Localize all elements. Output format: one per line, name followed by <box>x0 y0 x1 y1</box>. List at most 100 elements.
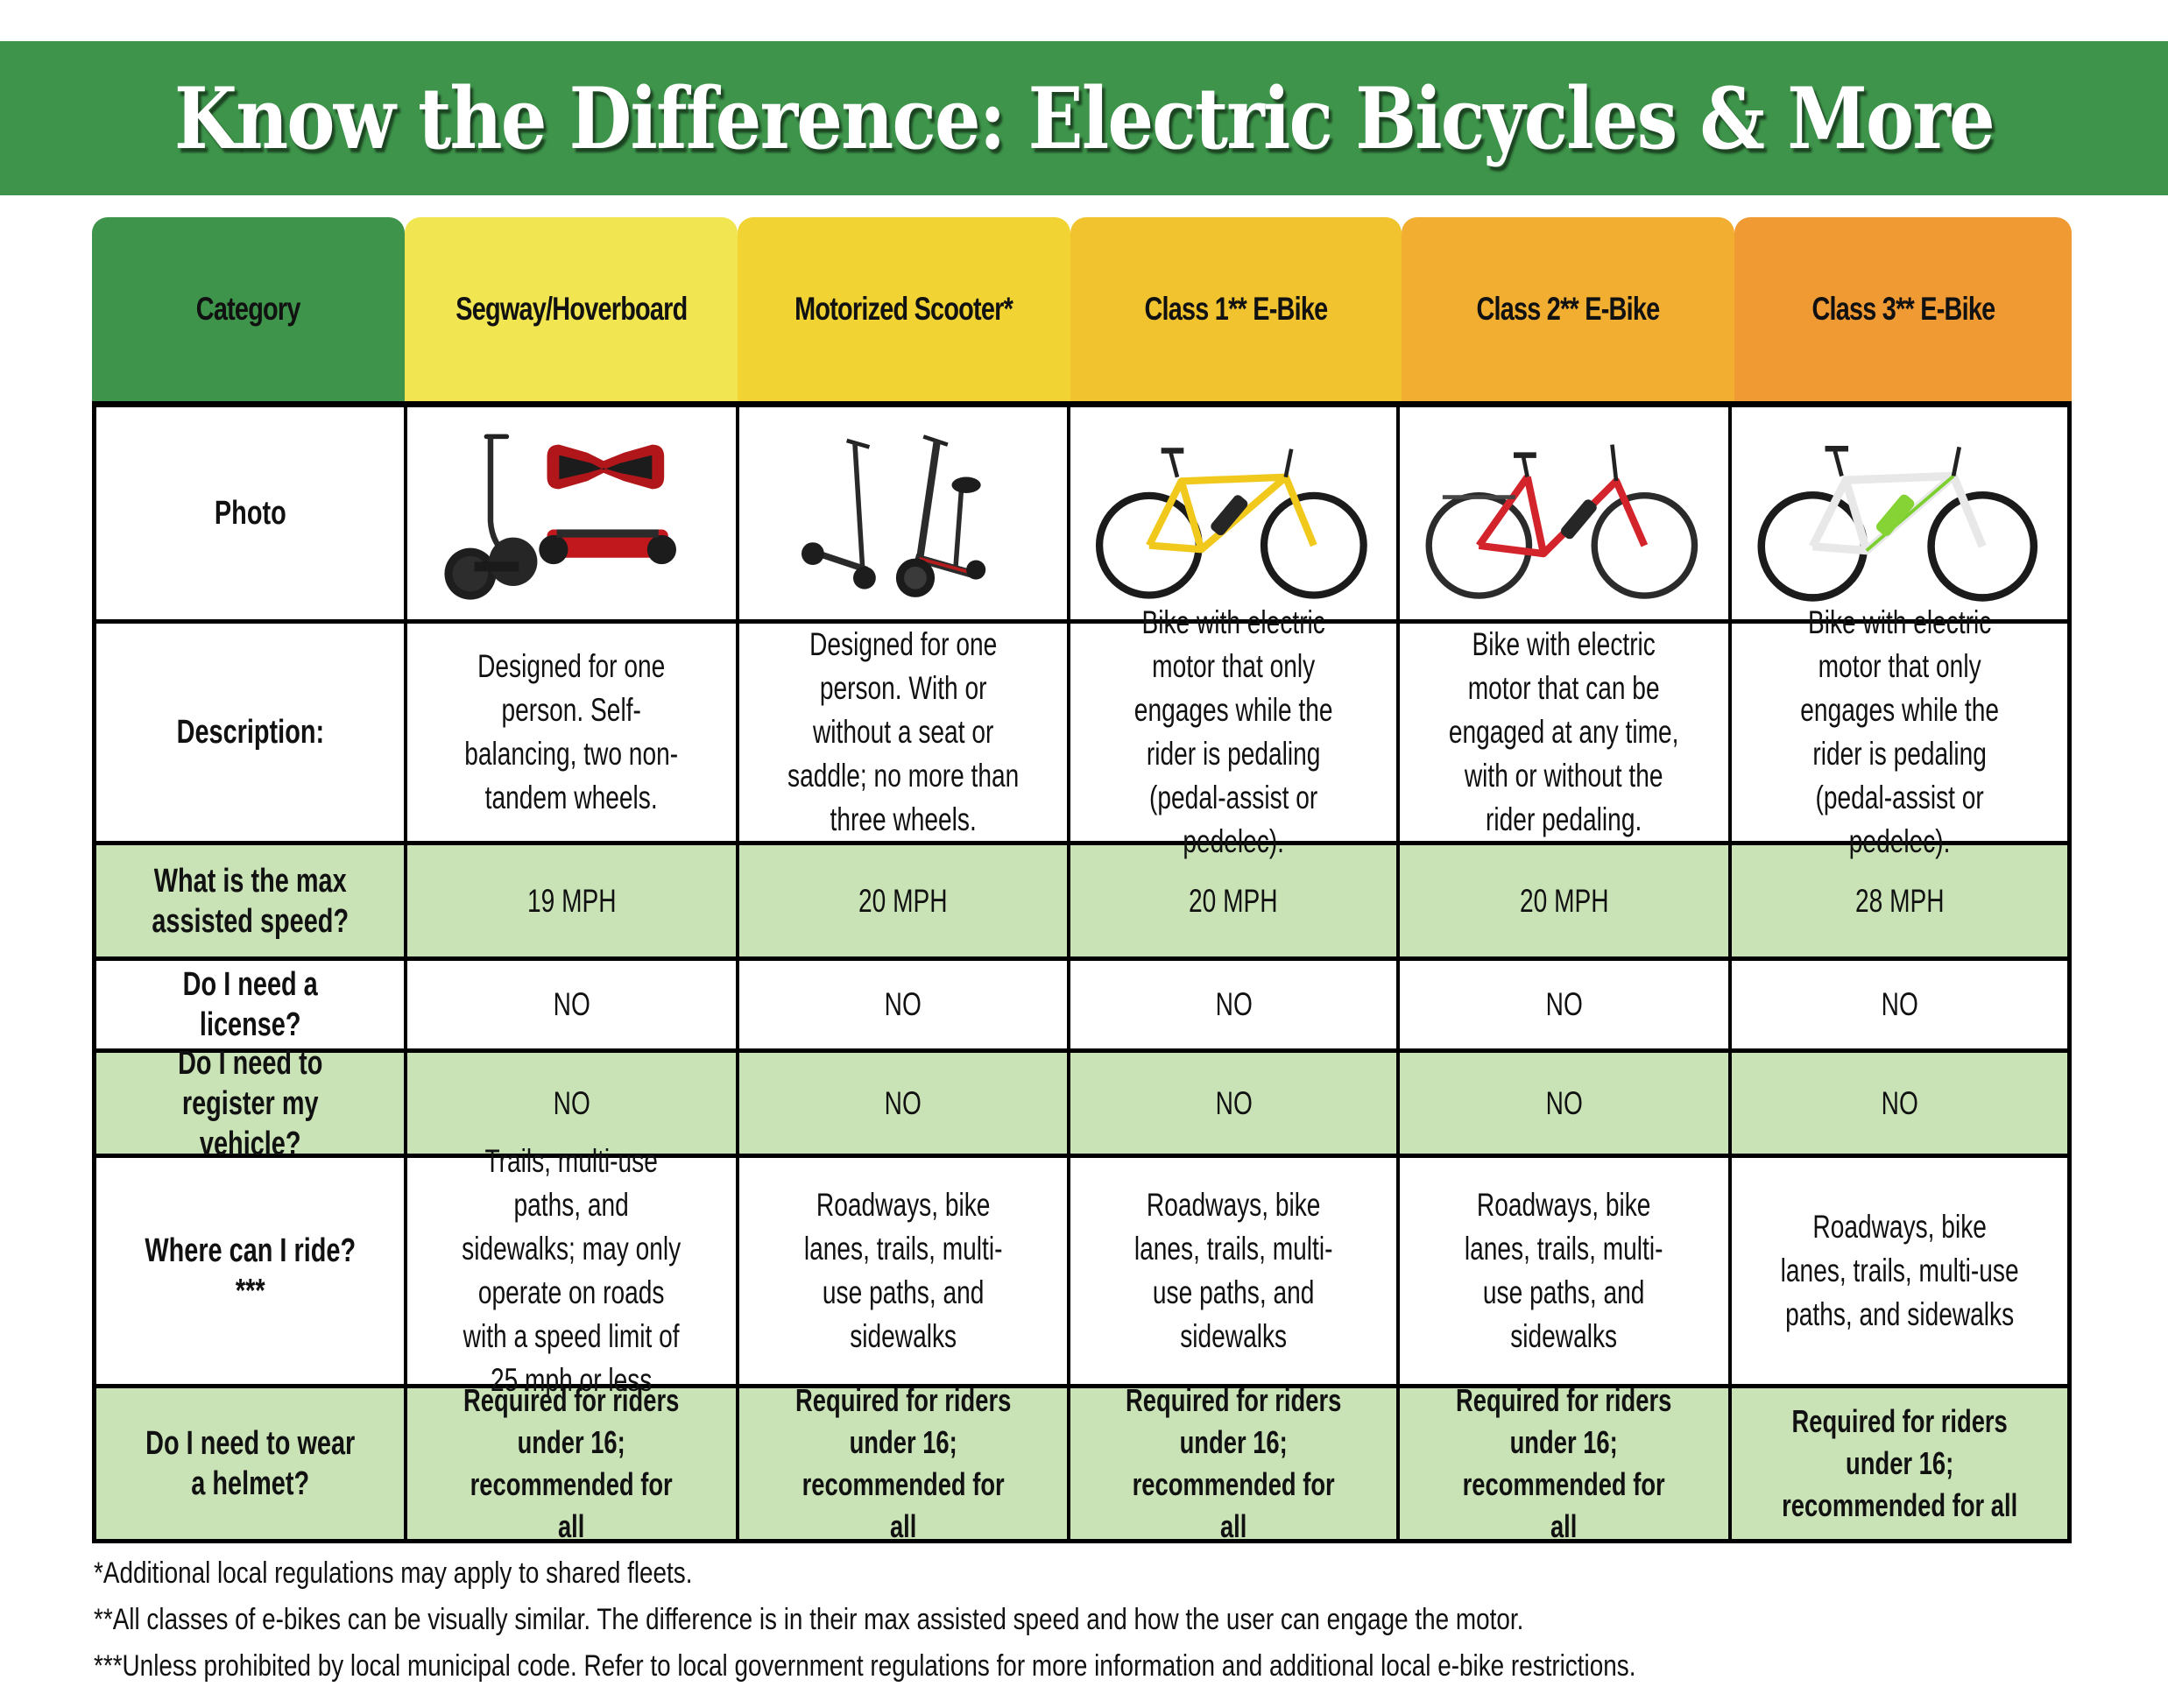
description-cell: Designed for one person. With or without… <box>739 624 1071 841</box>
cell-text: NO <box>553 1084 590 1121</box>
helmet-cell: Required for riders under 16; recommende… <box>407 1382 739 1544</box>
row-label-description: Description: <box>96 624 408 841</box>
row-label-register: Do I need to register my vehicle? <box>96 1045 408 1162</box>
header-class1-ebike: Class 1** E-Bike <box>1070 217 1402 401</box>
cell-text: 20 MPH <box>1519 882 1609 919</box>
helmet-cell: Required for riders under 16; recommende… <box>1400 1382 1732 1544</box>
table-row-where-to-ride: Where can I ride?*** Trails, multi-use p… <box>96 1143 2067 1398</box>
cell-text: Roadways, bike lanes, trails, multi-use … <box>803 1187 1003 1354</box>
class1-ebike-image-icon <box>1096 448 1367 599</box>
header-label: Motorized Scooter* <box>794 291 1014 327</box>
register-cell: NO <box>739 1053 1071 1154</box>
where-cell: Roadways, bike lanes, trails, multi-use … <box>739 1158 1071 1384</box>
header-category-label: Category <box>196 291 301 327</box>
speed-cell: 20 MPH <box>1400 845 1732 956</box>
license-cell: NO <box>1732 961 2067 1048</box>
cell-text: NO <box>1215 1084 1253 1121</box>
row-label-text: Do I need to wear a helmet? <box>145 1425 356 1502</box>
header-label: Class 3** E-Bike <box>1811 291 1995 327</box>
cell-text: Designed for one person. Self-balancing,… <box>464 648 679 815</box>
row-label-photo: Photo <box>96 407 408 619</box>
cell-text: 20 MPH <box>858 882 948 919</box>
row-label-text: Do I need a license? <box>182 966 318 1043</box>
scooter-image-icon <box>801 434 985 597</box>
row-label-text: Do I need to register my vehicle? <box>178 1044 323 1162</box>
cell-text: Roadways, bike lanes, trails, multi-use … <box>1465 1187 1663 1354</box>
speed-cell: 20 MPH <box>1070 845 1401 956</box>
header-row: Category Segway/Hoverboard Motorized Sco… <box>92 217 2072 401</box>
table-body: Photo <box>92 401 2072 1544</box>
row-label-text: Description: <box>176 714 324 751</box>
register-cell: NO <box>1400 1053 1732 1154</box>
header-segway-hoverboard: Segway/Hoverboard <box>405 217 738 401</box>
row-label-text: Where can I ride?*** <box>145 1232 357 1309</box>
header-motorized-scooter: Motorized Scooter* <box>738 217 1070 401</box>
red-ebike-photo <box>1400 407 1732 619</box>
row-label-helmet: Do I need to wear a helmet? <box>96 1388 408 1539</box>
cell-text: Bike with electric motor that can be eng… <box>1449 626 1679 837</box>
where-cell: Roadways, bike lanes, trails, multi-use … <box>1400 1158 1732 1384</box>
cell-text: Required for riders under 16; recommende… <box>463 1382 680 1544</box>
license-cell: NO <box>407 961 739 1048</box>
header-label: Class 1** E-Bike <box>1144 291 1329 327</box>
license-cell: NO <box>1400 961 1732 1048</box>
yellow-ebike-photo <box>1070 407 1401 619</box>
cell-text: Trails, multi-use paths, and sidewalks; … <box>462 1143 681 1398</box>
register-cell: NO <box>407 1053 739 1154</box>
white-green-ebike-photo <box>1732 407 2067 619</box>
row-label-max-speed: What is the max assisted speed? <box>96 845 408 956</box>
description-cell: Bike with electric motor that only engag… <box>1732 604 2067 859</box>
cell-text: NO <box>884 1084 922 1121</box>
table-row-license: Do I need a license? NO NO NO NO NO <box>96 961 2067 1053</box>
table-row-photo: Photo <box>96 407 2067 624</box>
table-row-description: Description: Designed for one person. Se… <box>96 604 2067 859</box>
cell-text: 20 MPH <box>1189 882 1279 919</box>
table-row-max-speed: What is the max assisted speed? 19 MPH 2… <box>96 845 2067 961</box>
where-cell: Roadways, bike lanes, trails, multi-use … <box>1732 1158 2067 1384</box>
speed-cell: 19 MPH <box>407 845 739 956</box>
description-cell: Designed for one person. Self-balancing,… <box>407 624 739 841</box>
cell-text: NO <box>1881 986 1918 1022</box>
helmet-cell: Required for riders under 16; recommende… <box>739 1382 1071 1544</box>
speed-cell: 20 MPH <box>739 845 1071 956</box>
license-cell: NO <box>739 961 1071 1048</box>
cell-text: NO <box>884 986 922 1022</box>
where-cell: Trails, multi-use paths, and sidewalks; … <box>407 1143 739 1398</box>
row-label-where-to-ride: Where can I ride?*** <box>96 1158 408 1384</box>
cell-text: Required for riders under 16; recommende… <box>794 1382 1012 1544</box>
row-label-license: Do I need a license? <box>96 961 408 1048</box>
row-label-text: What is the max assisted speed? <box>152 862 350 940</box>
header-class3-ebike: Class 3** E-Bike <box>1734 217 2072 401</box>
segway-hoverboard-photo <box>407 407 739 619</box>
header-label: Class 2** E-Bike <box>1476 291 1661 327</box>
where-cell: Roadways, bike lanes, trails, multi-use … <box>1070 1158 1401 1384</box>
cell-text: Required for riders under 16; recommende… <box>1456 1382 1672 1544</box>
cell-text: Designed for one person. With or without… <box>787 626 1020 837</box>
cell-text: Bike with electric motor that only engag… <box>1800 604 1999 859</box>
comparison-table: Category Segway/Hoverboard Motorized Sco… <box>92 217 2072 1544</box>
description-cell: Bike with electric motor that only engag… <box>1070 604 1401 859</box>
footnotes: *Additional local regulations may apply … <box>94 1550 2108 1690</box>
header-label: Segway/Hoverboard <box>455 291 688 327</box>
cell-text: 28 MPH <box>1854 882 1945 919</box>
page-title: Know the Difference: Electric Bicycles &… <box>174 68 1995 168</box>
footnote-1: *Additional local regulations may apply … <box>94 1556 693 1590</box>
cell-text: Required for riders under 16; recommende… <box>1126 1382 1342 1544</box>
footnote-2: **All classes of e-bikes can be visually… <box>94 1603 1524 1636</box>
register-cell: NO <box>1070 1053 1401 1154</box>
cell-text: NO <box>1881 1084 1918 1121</box>
header-category: Category <box>92 217 405 401</box>
cell-text: Roadways, bike lanes, trails, multi-use … <box>1133 1187 1333 1354</box>
helmet-cell: Required for riders under 16; recommende… <box>1070 1382 1401 1544</box>
cell-text: Required for riders under 16; recommende… <box>1781 1403 2017 1523</box>
footnote-3: ***Unless prohibited by local municipal … <box>94 1649 1636 1683</box>
row-label-text: Photo <box>214 495 286 532</box>
title-banner: Know the Difference: Electric Bicycles &… <box>0 41 2168 195</box>
table-row-register: Do I need to register my vehicle? NO NO … <box>96 1045 2067 1162</box>
register-cell: NO <box>1732 1053 2067 1154</box>
class3-ebike-image-icon <box>1757 445 2037 602</box>
cell-text: Roadways, bike lanes, trails, multi-use … <box>1780 1209 2019 1332</box>
electric-scooters-photo <box>739 407 1071 619</box>
segway-hoverboard-image-icon <box>444 434 677 600</box>
cell-text: NO <box>553 986 590 1022</box>
